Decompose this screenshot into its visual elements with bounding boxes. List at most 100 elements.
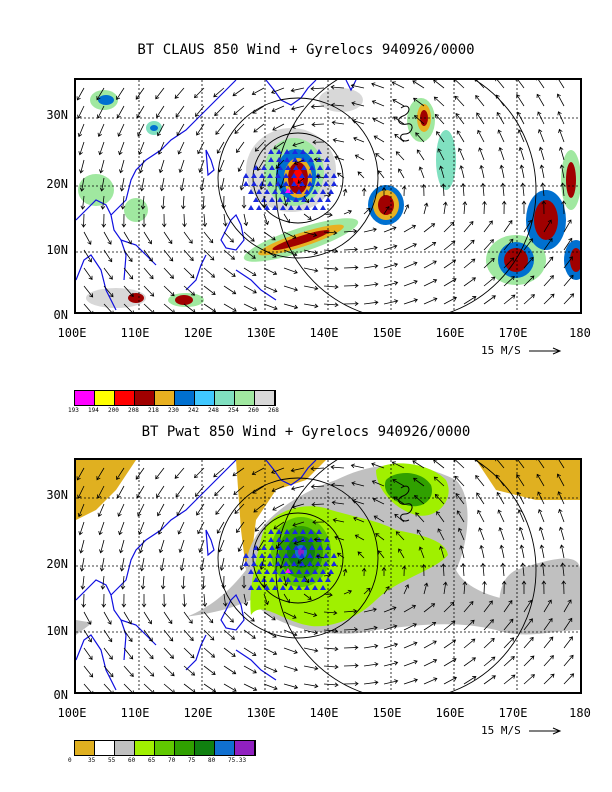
wind-arrow (161, 213, 167, 228)
gyre-marker (293, 577, 299, 582)
wind-arrow (197, 141, 205, 155)
wind-arrow (203, 267, 216, 278)
wind-arrow (116, 485, 125, 499)
wind-arrow (203, 231, 214, 244)
wind-arrow (541, 580, 547, 595)
wind-arrow (283, 665, 299, 672)
wind-arrow (263, 647, 278, 656)
wind-arrow (353, 136, 365, 143)
panel1-lon-160e: 160E (435, 326, 465, 340)
gyre-marker (267, 181, 273, 186)
wind-arrow (140, 195, 146, 210)
wind-arrow (290, 87, 305, 93)
wind-arrow (143, 303, 155, 312)
wind-arrow (221, 575, 227, 590)
wind-arrow (143, 267, 154, 280)
wind-arrow (383, 299, 399, 305)
wind-arrow (496, 111, 505, 125)
wind-arrow (243, 611, 255, 622)
panel1-lon-120e: 120E (183, 326, 213, 340)
gyre-marker (276, 537, 282, 542)
wind-arrow (183, 647, 195, 659)
wind-arrow (263, 303, 278, 311)
wind-arrow (361, 567, 367, 577)
gyre-marker (312, 569, 318, 574)
gyre-marker (323, 173, 329, 178)
gyre-marker (320, 205, 326, 210)
wind-arrow (457, 527, 465, 541)
wind-arrow (523, 256, 534, 269)
wind-arrow (383, 226, 397, 233)
wind-arrow (543, 256, 554, 269)
legend-tick-label: 35 (88, 757, 96, 764)
wind-arrow (155, 467, 165, 480)
wind-arrow (158, 539, 165, 554)
gyre-marker (280, 569, 286, 574)
wind-arrow (403, 604, 417, 613)
wind-arrow (423, 603, 436, 613)
wind-arrow (143, 647, 154, 660)
legend-tick-label: 65 (148, 757, 156, 764)
wind-arrow (462, 581, 468, 595)
wind-arrow (479, 544, 485, 559)
wind-arrow (323, 266, 339, 272)
wind-arrow (137, 503, 145, 517)
panel1-lon-180: 180 (569, 326, 591, 340)
wind-arrow (83, 611, 92, 625)
wind-arrow (156, 123, 165, 137)
wind-arrow (539, 164, 545, 179)
wind-arrow (118, 539, 125, 554)
wind-arrow (254, 141, 265, 152)
wind-arrow (79, 557, 85, 572)
gyre-marker (301, 165, 307, 170)
wind-arrow (120, 575, 126, 590)
wind-arrow (523, 599, 532, 613)
wind-arrow (283, 285, 299, 292)
gyre-marker (292, 149, 298, 154)
gyre-marker (267, 173, 273, 178)
wind-arrow (523, 655, 535, 667)
wind-arrow (252, 105, 265, 114)
wind-arrow (498, 146, 505, 161)
legend-swatch (155, 391, 175, 405)
wind-arrow (351, 119, 365, 125)
wind-arrow (315, 554, 325, 559)
panel2-lat-label-20n: 20N (46, 557, 68, 571)
wind-arrow (183, 285, 196, 296)
wind-arrow (121, 213, 127, 228)
gyre-marker (296, 189, 302, 194)
legend-tick-label: 200 (108, 407, 119, 414)
wind-arrow (253, 503, 265, 513)
wind-arrow (421, 563, 427, 577)
wind-arrow (263, 213, 269, 226)
legend-swatch (195, 741, 215, 755)
wind-arrow (243, 683, 258, 692)
gyre-marker (275, 173, 281, 178)
wind-arrow (223, 285, 237, 295)
gyre-marker (243, 181, 249, 186)
wind-arrow (290, 485, 305, 491)
wind-arrow (252, 485, 265, 494)
gyre-marker (256, 205, 262, 210)
gyre-marker (323, 181, 329, 186)
wind-arrow (483, 656, 496, 667)
wind-arrow (323, 610, 338, 616)
wind-arrow (163, 665, 175, 677)
wind-arrow (143, 231, 152, 245)
wind-arrow (343, 589, 353, 595)
gyre-marker (261, 165, 267, 170)
wind-arrow (311, 502, 325, 507)
panel2-speed-arrow-icon (529, 727, 562, 735)
panel1-lon-140e: 140E (309, 326, 339, 340)
wind-arrow (96, 467, 105, 481)
gyre-marker (285, 577, 291, 582)
panel2-lon-150e: 150E (372, 706, 402, 720)
wind-arrow (223, 629, 235, 640)
wind-arrow (163, 629, 174, 642)
wind-arrow (202, 213, 208, 228)
wind-arrow (139, 557, 145, 572)
gyre-marker (323, 561, 329, 566)
gyre-marker (248, 189, 254, 194)
gyre-marker (283, 553, 289, 558)
wind-arrow (423, 278, 438, 287)
